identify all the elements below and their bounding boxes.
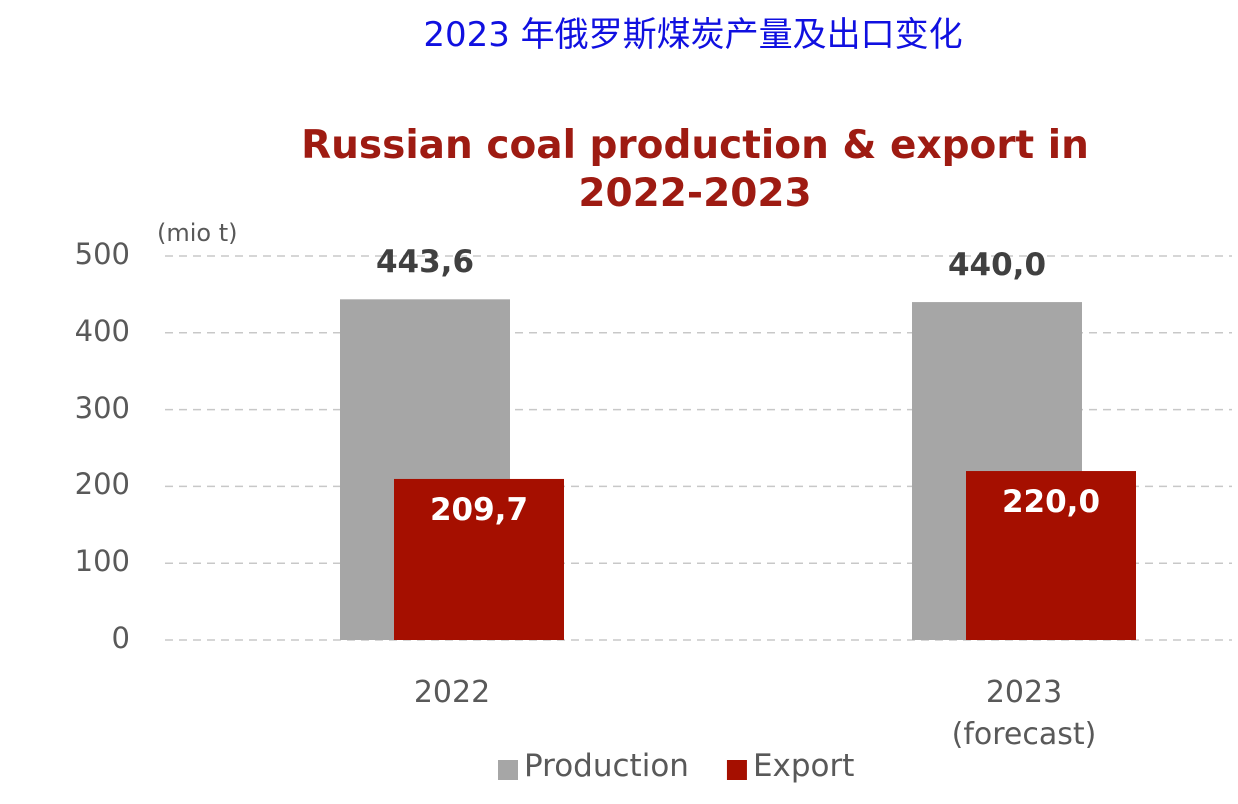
y-tick-label: 500 (74, 237, 130, 271)
chart-title: Russian coal production & export in 2022… (301, 123, 1089, 216)
value-label: 220,0 (1001, 484, 1101, 521)
legend-label: Export (752, 748, 855, 784)
y-axis-label: (mio t) (157, 219, 238, 247)
y-tick-label: 300 (74, 390, 130, 425)
y-tick-label: 400 (74, 313, 130, 348)
x-tick-label: 2023 (forecast) (951, 675, 1097, 752)
value-label: 440,0 (947, 247, 1047, 284)
y-tick-label: 200 (74, 467, 130, 502)
value-label: 209,7 (429, 491, 529, 528)
y-tick-label: 0 (111, 621, 130, 655)
legend-swatch (726, 760, 747, 780)
bar (966, 471, 1136, 640)
bar (394, 478, 564, 640)
y-tick-label: 100 (74, 544, 130, 579)
x-tick-label: 2022 (413, 675, 491, 710)
legend-swatch (498, 760, 518, 780)
value-label: 443,6 (375, 244, 475, 281)
legend-label: Production (524, 748, 689, 784)
page-heading: 2023 年俄罗斯煤炭产量及出口变化 (423, 15, 963, 55)
